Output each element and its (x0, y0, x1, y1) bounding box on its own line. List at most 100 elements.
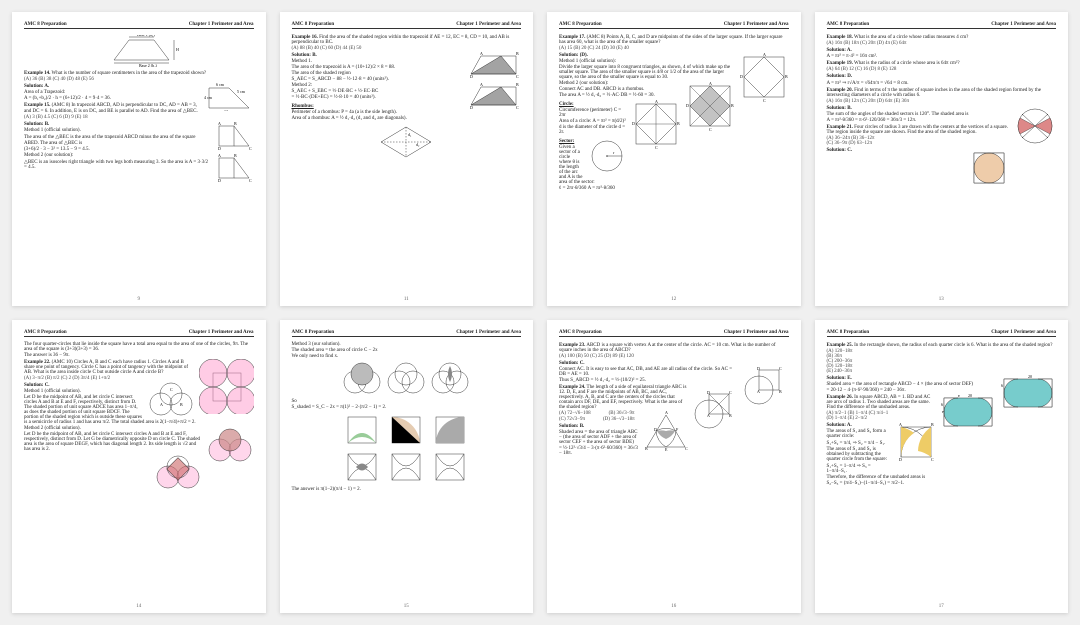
svg-text:B: B (234, 153, 237, 158)
answer-choices: (A) 88 (B) 40 (C) 60 (D) 44 (E) 50 (292, 46, 522, 51)
solution-label: Solution: C. (827, 148, 1057, 153)
solution-label: Solution: A. (827, 48, 1057, 53)
body-line: The shaded area = the area of circle C −… (292, 348, 522, 353)
svg-text:20: 20 (1028, 375, 1032, 379)
body-line: The four quarter-circles that lie inside… (24, 342, 254, 352)
header-right: Chapter 1 Perimeter and Area (724, 330, 789, 335)
svg-text:B: B (234, 121, 237, 126)
svg-text:D: D (470, 74, 473, 78)
page-number: 17 (827, 604, 1057, 609)
svg-text:A: A (665, 411, 668, 415)
body-line: Area of a rhombus: A = ½ d₁·d₂ (d₁ and d… (292, 116, 522, 121)
body-line: Perimeter of a rhombus: P = 4a (a is the… (292, 110, 522, 115)
header-left: AMC 8 Preparation (827, 22, 870, 27)
svg-text:20: 20 (968, 394, 972, 398)
body-line: A = πr² ⇒ r√A/π = √64π/π = √64 = 8 cm. (827, 80, 1057, 86)
svg-text:A: A (757, 389, 760, 394)
header-left: AMC 8 Preparation (292, 330, 335, 335)
svg-text:Base 1 (b₁): Base 1 (b₁) (137, 35, 156, 37)
svg-text:A: A (709, 81, 712, 86)
body-line: So (292, 399, 522, 404)
page-number: 15 (292, 604, 522, 609)
svg-text:r: r (613, 150, 615, 155)
header-right: Chapter 1 Perimeter and Area (456, 22, 521, 27)
body-line: Therefore, the difference of the unshade… (827, 475, 1057, 480)
svg-text:6: 6 (941, 402, 943, 407)
page: AMC 8 Preparation Chapter 1 Perimeter an… (815, 12, 1069, 306)
svg-text:D: D (707, 390, 710, 395)
svg-text:B: B (931, 422, 934, 427)
page: AMC 8 Preparation Chapter 1 Perimeter an… (547, 12, 801, 306)
svg-text:12 cm: 12 cm (224, 109, 235, 111)
svg-text:B: B (785, 74, 788, 79)
body-line: Method 3 (our solution). (292, 342, 522, 347)
page-header: AMC 8 Preparation Chapter 1 Perimeter an… (559, 22, 789, 29)
header-right: Chapter 1 Perimeter and Area (991, 330, 1056, 335)
example: Example 20. Find in terms of π the numbe… (827, 88, 1057, 98)
page-header: AMC 8 Preparation Chapter 1 Perimeter an… (24, 330, 254, 337)
svg-text:d₁: d₁ (408, 132, 412, 137)
body-line: S₁+S₃ = 1−π/4 ⇒ S₃ = 1−π/4−S₁. (827, 463, 1057, 474)
page-number: 9 (24, 297, 254, 302)
svg-text:A: A (899, 422, 902, 427)
svg-text:A: A (763, 52, 766, 57)
svg-text:D: D (218, 178, 221, 183)
svg-text:C: C (779, 366, 782, 371)
answer-choices: (A) 120−18π(B) 36π(C) 200−36π(D) 120−18π… (827, 349, 1057, 374)
svg-text:F: F (676, 427, 679, 432)
page: AMC 8 Preparation Chapter 1 Perimeter an… (280, 12, 534, 306)
body-line: The answer is π(1−2)(π/4 − 1) = 2. (292, 487, 522, 492)
svg-text:4 cm: 4 cm (204, 95, 213, 100)
svg-text:C: C (516, 105, 519, 109)
header-left: AMC 8 Preparation (559, 330, 602, 335)
body-line: S₁+S₂ = π/4, ⇒ S₂ = π/4 − S₁. (827, 440, 1057, 446)
svg-text:A: A (707, 413, 710, 418)
body-line: We only need to find x. (292, 354, 522, 359)
page: AMC 8 Preparation Chapter 1 Perimeter an… (12, 320, 266, 614)
example: Example 17. (AMC 8) Points A, B, C, and … (559, 35, 789, 45)
svg-text:5 cm: 5 cm (237, 89, 246, 94)
header-left: AMC 8 Preparation (292, 22, 335, 27)
page-header: AMC 8 Preparation Chapter 1 Perimeter an… (827, 22, 1057, 29)
svg-text:D: D (757, 366, 760, 371)
page: AMC 8 Preparation Chapter 1 Perimeter an… (280, 320, 534, 614)
page: AMC 8 Preparation Chapter 1 Perimeter an… (547, 320, 801, 614)
svg-text:D: D (654, 427, 657, 432)
svg-text:B: B (779, 389, 782, 394)
page-number: 12 (559, 297, 789, 302)
body-line: The areas of S₁ and S₂ form a quarter ci… (827, 429, 1057, 439)
page-header: AMC 8 Preparation Chapter 1 Perimeter an… (292, 22, 522, 29)
example: Example 19. What is the radius of a circ… (827, 61, 1057, 66)
answer-choices: (A) 16π (B) 18π (C) 20π (D) 4π (E) 64π (827, 41, 1057, 46)
body-line: ℓ = 2πr·θ/360 A = πr²·θ/360 (559, 186, 789, 191)
svg-text:Height h: Height h (176, 47, 179, 52)
svg-text:6 cm: 6 cm (216, 83, 225, 87)
svg-text:C: C (170, 387, 173, 392)
svg-text:A: A (218, 153, 221, 158)
svg-text:A: A (160, 402, 163, 407)
header-right: Chapter 1 Perimeter and Area (456, 330, 521, 335)
answer-choices: (A) 3 (B) 4.5 (C) 6 (D) 9 (E) 18 (24, 115, 254, 120)
svg-text:E: E (958, 394, 960, 398)
svg-text:D: D (218, 146, 221, 151)
svg-text:E: E (665, 447, 668, 452)
answer-pair: (C) 72√3−9π(D) 36−√3−18π (559, 417, 639, 422)
header-right: Chapter 1 Perimeter and Area (189, 22, 254, 27)
example: Example 16. Find the area of the shaded … (292, 35, 522, 45)
page-number: 16 (559, 604, 789, 609)
svg-text:B: B (645, 446, 648, 451)
svg-text:D: D (686, 103, 689, 108)
page: AMC 8 Preparation Chapter 1 Perimeter an… (12, 12, 266, 306)
answer-pair: (A) 72−√6−108(B) 36√3−9π (559, 411, 639, 416)
body-line: The areas of S₁ and S₃ is obtained by su… (827, 447, 1057, 462)
header-left: AMC 8 Preparation (24, 22, 67, 27)
body-line: The answer is 36 − 9π. (24, 353, 254, 358)
svg-text:C: C (709, 127, 712, 131)
svg-text:A: A (218, 121, 221, 126)
svg-text:C: C (516, 74, 519, 78)
svg-text:B: B (180, 402, 183, 407)
page-header: AMC 8 Preparation Chapter 1 Perimeter an… (827, 330, 1057, 337)
svg-text:C: C (655, 145, 658, 149)
header-left: AMC 8 Preparation (827, 330, 870, 335)
example: Example 18. What is the area of a circle… (827, 35, 1057, 40)
